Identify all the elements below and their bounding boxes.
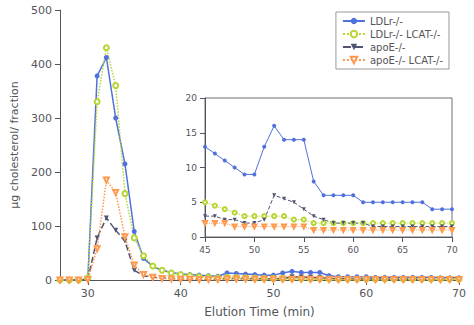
svg-text:60: 60 <box>359 287 373 300</box>
svg-text:50: 50 <box>266 287 280 300</box>
svg-text:LDLr-/- LCAT-/-: LDLr-/- LCAT-/- <box>370 29 441 40</box>
svg-text:200: 200 <box>31 166 52 179</box>
svg-text:apoE-/-: apoE-/- <box>370 42 406 53</box>
svg-text:10: 10 <box>186 163 198 173</box>
svg-text:55: 55 <box>298 245 309 255</box>
svg-text:Elution Time (min): Elution Time (min) <box>204 305 315 319</box>
svg-text:50: 50 <box>249 245 261 255</box>
svg-text:400: 400 <box>31 58 52 71</box>
svg-text:30: 30 <box>81 287 95 300</box>
svg-text:500: 500 <box>31 4 52 17</box>
svg-text:5: 5 <box>191 197 197 207</box>
svg-text:65: 65 <box>397 245 408 255</box>
svg-text:45: 45 <box>199 245 210 255</box>
svg-text:LDLr-/-: LDLr-/- <box>370 16 403 27</box>
svg-text:70: 70 <box>446 245 458 255</box>
svg-text:300: 300 <box>31 112 52 125</box>
svg-text:60: 60 <box>347 245 359 255</box>
svg-text:0: 0 <box>191 232 197 242</box>
svg-text:100: 100 <box>31 220 52 233</box>
svg-text:40: 40 <box>174 287 188 300</box>
svg-text:70: 70 <box>452 287 466 300</box>
svg-text:20: 20 <box>186 93 198 103</box>
svg-text:μg cholesterol/ fraction: μg cholesterol/ fraction <box>8 81 21 208</box>
svg-text:apoE-/- LCAT-/-: apoE-/- LCAT-/- <box>370 55 443 66</box>
svg-text:15: 15 <box>186 128 197 138</box>
svg-text:0: 0 <box>45 274 52 287</box>
